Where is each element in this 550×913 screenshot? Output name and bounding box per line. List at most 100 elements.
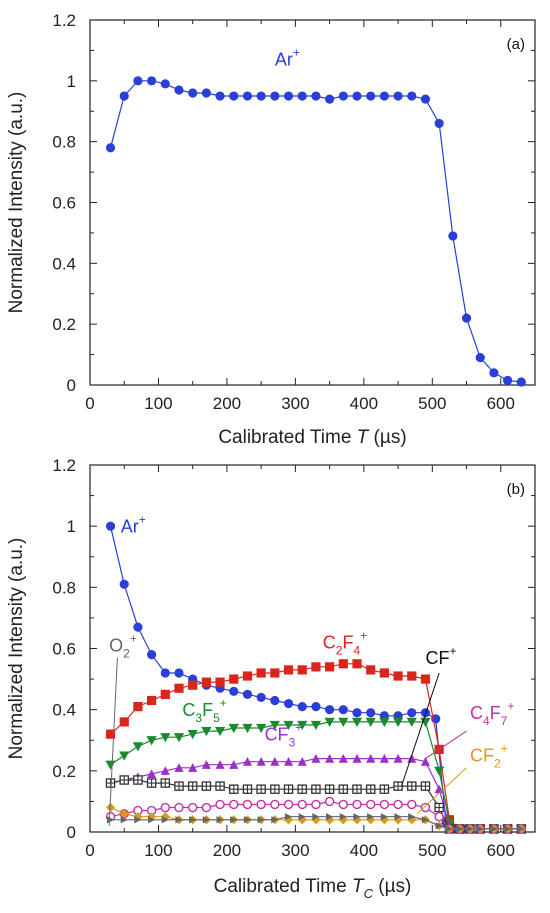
x-tick-label: 400 bbox=[350, 841, 378, 860]
data-point bbox=[365, 717, 376, 727]
data-point bbox=[270, 668, 280, 678]
data-point bbox=[324, 717, 335, 727]
x-tick-label: 500 bbox=[418, 394, 446, 413]
data-point bbox=[215, 91, 225, 101]
data-point bbox=[434, 802, 444, 813]
data-point bbox=[201, 88, 211, 98]
data-point bbox=[420, 674, 431, 684]
data-point bbox=[297, 784, 307, 794]
data-point bbox=[338, 784, 349, 794]
data-point bbox=[297, 91, 307, 101]
data-point bbox=[338, 799, 349, 810]
leader-lines bbox=[108, 657, 467, 826]
data-point bbox=[379, 815, 389, 825]
data-point bbox=[256, 784, 266, 794]
y-tick-label: 0 bbox=[67, 823, 76, 842]
y-tick-label: 0 bbox=[67, 376, 76, 395]
data-point bbox=[229, 686, 239, 696]
data-point bbox=[256, 692, 266, 703]
data-point bbox=[379, 799, 390, 810]
data-point bbox=[215, 799, 225, 810]
data-point bbox=[393, 671, 403, 681]
data-point bbox=[256, 799, 266, 810]
data-point bbox=[392, 717, 404, 727]
data-point bbox=[311, 91, 321, 101]
data-point bbox=[352, 708, 362, 718]
data-point bbox=[201, 760, 211, 769]
data-point bbox=[475, 353, 485, 363]
data-point bbox=[256, 723, 267, 734]
data-point bbox=[256, 668, 266, 678]
data-point bbox=[174, 668, 184, 678]
data-point bbox=[311, 702, 321, 712]
data-point bbox=[489, 368, 499, 378]
data-point bbox=[297, 665, 307, 675]
data-point bbox=[270, 757, 280, 766]
data-point bbox=[229, 674, 239, 684]
data-point bbox=[242, 671, 253, 681]
y-tick-label: 0.6 bbox=[52, 640, 76, 659]
data-point bbox=[379, 91, 389, 101]
data-point bbox=[283, 799, 294, 810]
data-point bbox=[270, 695, 280, 706]
y-tick-label: 0.4 bbox=[52, 701, 76, 720]
data-point bbox=[228, 723, 239, 734]
data-point bbox=[229, 784, 239, 794]
data-point bbox=[189, 816, 197, 824]
data-point bbox=[504, 825, 512, 833]
data-point bbox=[393, 754, 403, 763]
data-point bbox=[161, 816, 169, 824]
data-point bbox=[476, 825, 484, 833]
series-line bbox=[110, 721, 522, 830]
data-point bbox=[133, 775, 143, 785]
leader-line bbox=[416, 767, 467, 815]
data-point bbox=[160, 766, 170, 775]
data-point bbox=[215, 781, 225, 791]
data-point bbox=[393, 781, 403, 791]
data-point bbox=[201, 677, 211, 687]
data-point bbox=[201, 802, 212, 813]
data-point bbox=[379, 717, 390, 727]
data-point bbox=[201, 781, 212, 791]
data-point bbox=[132, 742, 144, 752]
data-point bbox=[283, 720, 294, 731]
data-point bbox=[325, 662, 335, 672]
data-point bbox=[133, 622, 143, 632]
data-point bbox=[283, 784, 294, 794]
data-point bbox=[324, 796, 335, 807]
data-point bbox=[297, 757, 307, 766]
data-point bbox=[366, 91, 376, 101]
data-point bbox=[160, 668, 170, 678]
data-point bbox=[283, 757, 294, 766]
data-point bbox=[352, 799, 362, 810]
x-tick-label: 500 bbox=[418, 841, 446, 860]
data-point bbox=[325, 815, 335, 825]
data-point bbox=[311, 799, 321, 810]
data-point bbox=[133, 812, 143, 822]
data-point bbox=[201, 726, 212, 737]
x-tick-label: 300 bbox=[281, 394, 309, 413]
x-tick-label: 100 bbox=[144, 841, 172, 860]
y-axis-label: Normalized Intensity (a.u.) bbox=[6, 92, 27, 314]
data-point bbox=[406, 717, 417, 727]
y-tick-label: 1.2 bbox=[52, 11, 76, 30]
data-point bbox=[242, 784, 253, 794]
data-point bbox=[379, 784, 390, 794]
data-point bbox=[394, 813, 402, 821]
data-point bbox=[407, 708, 417, 718]
data-point bbox=[214, 726, 226, 737]
data-point bbox=[215, 760, 225, 769]
data-point bbox=[256, 757, 266, 766]
data-point bbox=[105, 760, 116, 770]
plot-frame bbox=[89, 19, 536, 386]
data-point bbox=[160, 778, 171, 788]
data-point bbox=[311, 784, 321, 794]
series-line bbox=[109, 80, 522, 383]
data-point bbox=[338, 705, 348, 715]
series-label: Ar+ bbox=[275, 46, 300, 70]
data-point bbox=[271, 816, 279, 824]
data-point bbox=[311, 662, 321, 672]
data-point bbox=[105, 143, 116, 153]
data-point bbox=[105, 521, 116, 531]
